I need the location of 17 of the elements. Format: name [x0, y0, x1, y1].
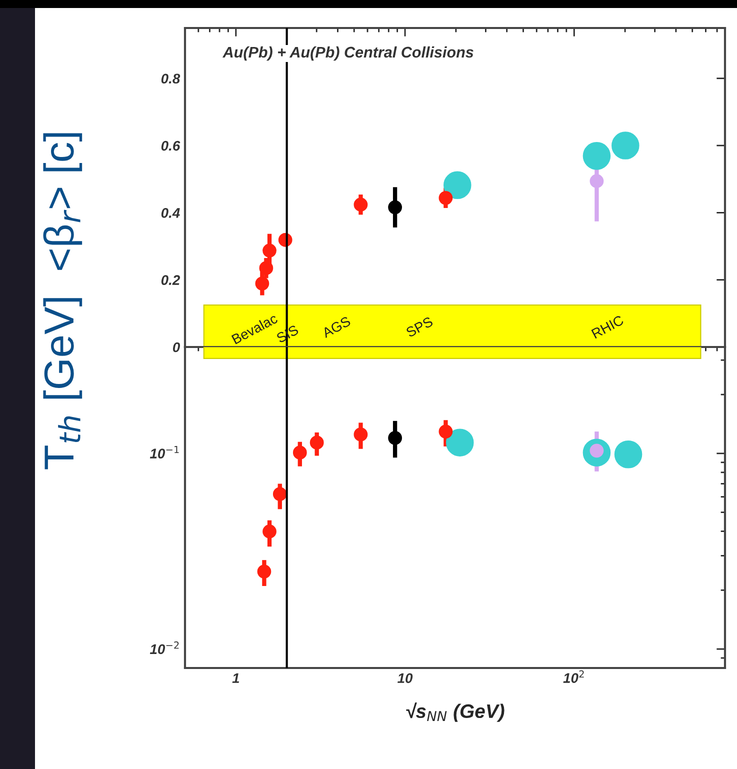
y-tick-label: 10$^{−2}$ [150, 641, 179, 654]
y-tick-label: 0 [172, 342, 180, 352]
annotation: RHIC [591, 314, 624, 339]
y-tick-label: 0.2 [161, 275, 180, 286]
x-axis-title: √s$_{NN}$ (GeV) [406, 702, 504, 722]
annotation: SPS [405, 316, 434, 338]
y-tick-label: 0.4 [161, 208, 180, 218]
annotation: SIS [276, 324, 300, 344]
text: Au(Pb) + Au(Pb) Central Collisions [222, 46, 474, 61]
y-tick-label: 0.6 [161, 140, 180, 151]
y-tick-label: 0.8 [161, 74, 180, 84]
x-tick-label: 10 [398, 673, 413, 684]
x-tick-label: 10$^{2}$ [563, 670, 584, 683]
y-tick-label: 10$^{−1}$ [150, 446, 179, 458]
annotation: AGS [321, 316, 352, 338]
y-axis-title: T$_{th}$ [GeV] <β$_{r}$> [c] [43, 133, 82, 470]
x-tick-label: 1 [232, 673, 240, 683]
